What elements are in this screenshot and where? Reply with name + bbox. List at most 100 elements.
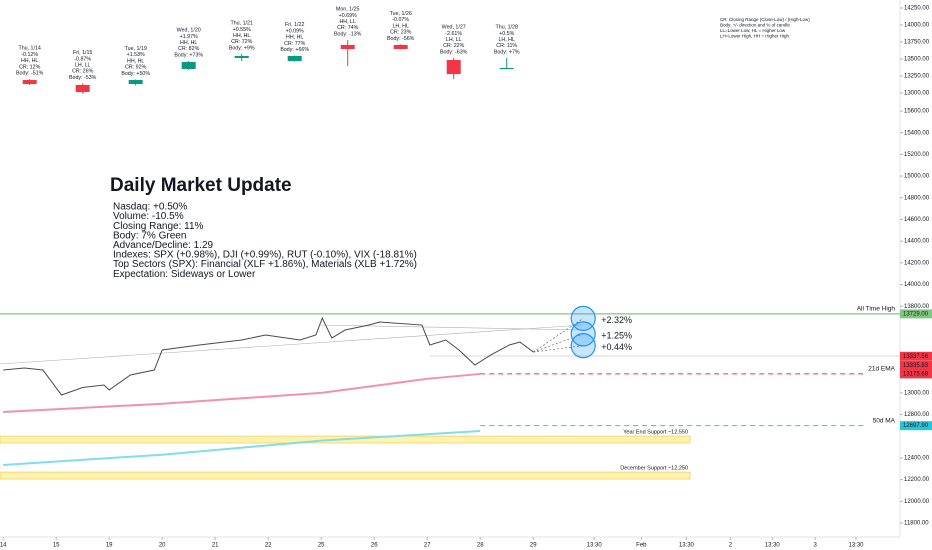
x-tick-label: 29 [530,543,537,549]
day-label: Thu, 1/28 [496,25,518,31]
annotation: Body: 7% Green [113,230,186,241]
candle-body [393,44,408,50]
price-label: 13337.56 [903,354,929,360]
x-tick-label: 19 [106,543,113,549]
day-label: CR: 82% [178,46,199,52]
zone-label: Year End Support ~12,550 [623,430,688,436]
day-label: -0.12% [21,52,38,58]
y-tick-label: 15000.00 [904,174,930,180]
day-label: -0.87% [74,56,91,62]
zone-label: December Support ~12,250 [620,466,688,472]
series-line [3,429,481,467]
day-label: LH, HL [498,37,515,43]
annotation: Closing Range: 11% [113,221,204,232]
inset-legend: Body: +/- direction and % of candle [720,23,790,28]
day-label: Fri, 1/15 [73,50,92,56]
day-label: CR: 12% [19,64,40,70]
day-label: CR: 92% [125,65,146,71]
projection-line [533,345,584,353]
inset-legend: LH=Lower High, HH = Higher High [720,34,790,39]
y-tick-label: 11800.00 [904,521,929,527]
y-tick-label: 12000.00 [904,499,930,505]
price-box [900,351,932,361]
y-tick-label: 14600.00 [904,217,930,223]
x-tick-label: 21 [212,543,219,549]
candle-body [234,56,249,58]
inset-y-tick-label: 13000.00 [904,91,930,97]
price-box [900,361,932,371]
candle-body [22,80,37,85]
day-label: -2.61% [445,31,462,37]
day-label: CR: 22% [443,43,464,49]
title: Daily Market Update [110,175,292,196]
level-price-label: 13175.68 [903,371,929,377]
day-label: +0.69% [339,13,357,19]
day-label: Thu, 1/14 [18,46,40,52]
candle-body [128,80,143,85]
annotation: Expectation: Sideways or Lower [113,269,256,280]
inset-y-tick-label: 14000.00 [904,23,930,29]
day-label: CR: 77% [284,41,305,47]
level-price-label: 13729.00 [903,311,929,317]
day-label: CR: 72% [231,39,252,45]
y-tick-label: 12200.00 [904,477,930,483]
day-label: Body: -13% [334,31,362,37]
day-label: Tue, 1/19 [125,46,147,52]
x-tick-label: Feb [636,543,647,549]
day-label: Mon, 1/25 [336,7,360,13]
x-tick-label: 15 [53,543,60,549]
day-label: HH, HL [127,58,144,64]
inset-y-tick-label: 13500.00 [904,57,930,63]
x-tick-label: 26 [371,543,378,549]
day-label: HH, HL [21,58,38,64]
day-label: CR: 11% [496,43,517,49]
day-label: CR: 23% [390,30,411,36]
y-tick-label: 12400.00 [904,456,930,462]
x-tick-label: 2 [729,543,733,549]
day-label: HH, HL [180,40,197,46]
day-label: Body: -51% [16,70,44,76]
day-label: HH, LL [339,19,356,25]
inset-y-tick-label: 13750.00 [904,40,930,46]
candle-body [446,60,461,75]
level-label: 21d EMA [868,366,895,373]
candle-body [499,67,514,69]
level-label: All Time High [857,306,896,313]
day-label: +0.55% [233,27,251,33]
level-price-label: 12697.90 [903,423,929,429]
level-label: 50d MA [873,417,896,424]
day-label: HH, HL [286,35,303,41]
annotation: Advance/Decline: 1.29 [113,240,214,251]
x-tick-label: 22 [265,543,272,549]
day-label: Thu, 1/21 [231,21,253,27]
day-label: HH, HL [233,33,250,39]
x-tick-label: 28 [477,543,484,549]
day-label: Body: +7% [494,49,520,55]
price-label: 13335.83 [903,363,929,369]
day-label: +0.5% [499,31,514,37]
day-label: Wed, 1/20 [177,28,201,34]
day-label: Body: +50% [121,71,150,77]
day-label: -0.07% [392,17,409,23]
y-tick-label: 15400.00 [904,130,930,136]
projection-label: +0.44% [601,342,632,352]
day-label: Body: -56% [387,36,415,42]
support-zone [0,471,691,480]
series-line [3,316,534,396]
annotation: Top Sectors (SPX): Financial (XLF +1.86%… [113,259,417,270]
day-label: +1.53% [127,52,145,58]
day-label: +1.97% [180,34,198,40]
x-tick-label: 13:30 [587,543,603,549]
trend-line [0,324,584,365]
projection-circle [570,333,596,359]
inset-legend: LL=Lower Low, HL = Higher Low [720,28,786,33]
y-tick-label: 13000.00 [904,390,930,396]
day-label: LH, LL [446,37,462,43]
projection-label: +1.25% [601,330,632,340]
y-tick-label: 14400.00 [904,239,930,245]
annotation: Volume: -10.5% [113,211,184,222]
day-label: Body: -53% [69,75,97,81]
x-tick-label: 3 [814,543,818,549]
y-tick-label: 12800.00 [904,412,930,418]
candle-body [287,56,302,61]
